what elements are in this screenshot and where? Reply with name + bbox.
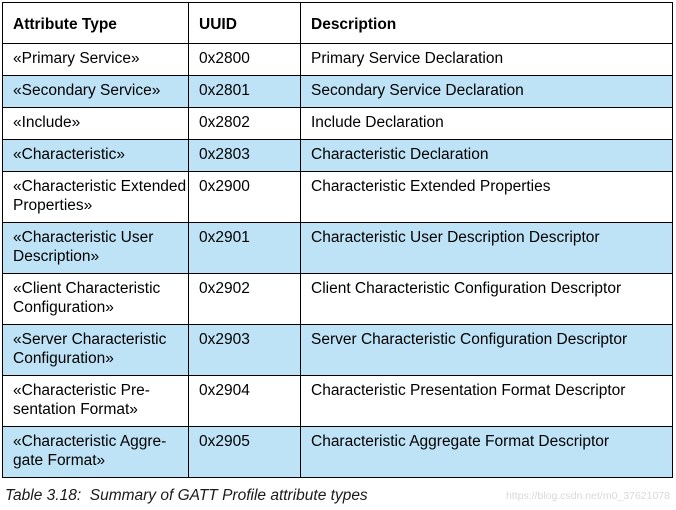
header-attribute-type: Attribute Type (2, 2, 189, 44)
cell-description: Characteristic User Description Descript… (300, 222, 673, 274)
cell-uuid: 0x2901 (188, 222, 301, 274)
cell-uuid: 0x2800 (188, 43, 301, 76)
table-row: «Characteristic Pre-sentation Format» 0x… (2, 375, 673, 427)
cell-description: Characteristic Aggregate Format Descript… (300, 426, 673, 478)
cell-attribute-type: «Characteristic User Description» (2, 222, 189, 274)
table-row: «Characteristic Aggre-gate Format» 0x290… (2, 426, 673, 478)
cell-uuid: 0x2802 (188, 107, 301, 140)
cell-attribute-type: «Client Characteristic Configuration» (2, 273, 189, 325)
cell-attribute-type: «Characteristic Aggre-gate Format» (2, 426, 189, 478)
table-row: «Primary Service» 0x2800 Primary Service… (2, 43, 673, 76)
table-row: «Client Characteristic Configuration» 0x… (2, 273, 673, 325)
cell-attribute-type: «Characteristic Pre-sentation Format» (2, 375, 189, 427)
watermark-text: https://blog.csdn.net/m0_37621078 (505, 490, 670, 502)
cell-uuid: 0x2902 (188, 273, 301, 325)
cell-description: Server Characteristic Configuration Desc… (300, 324, 673, 376)
cell-description: Include Declaration (300, 107, 673, 140)
cell-uuid: 0x2905 (188, 426, 301, 478)
cell-uuid: 0x2903 (188, 324, 301, 376)
cell-description: Client Characteristic Configuration Desc… (300, 273, 673, 325)
gatt-attribute-table-container: Attribute Type UUID Description «Primary… (2, 2, 673, 478)
cell-description: Primary Service Declaration (300, 43, 673, 76)
table-row: «Characteristic User Description» 0x2901… (2, 222, 673, 274)
cell-uuid: 0x2801 (188, 75, 301, 108)
table-row: «Secondary Service» 0x2801 Secondary Ser… (2, 75, 673, 108)
cell-description: Characteristic Presentation Format Descr… (300, 375, 673, 427)
gatt-attribute-table: Attribute Type UUID Description «Primary… (2, 2, 673, 478)
cell-uuid: 0x2900 (188, 171, 301, 223)
header-uuid: UUID (188, 2, 301, 44)
cell-attribute-type: «Server Characteristic Configuration» (2, 324, 189, 376)
cell-attribute-type: «Include» (2, 107, 189, 140)
table-header-row: Attribute Type UUID Description (2, 2, 673, 44)
cell-description: Characteristic Extended Properties (300, 171, 673, 223)
table-row: «Include» 0x2802 Include Declaration (2, 107, 673, 140)
table-row: «Characteristic Extended Properties» 0x2… (2, 171, 673, 223)
cell-description: Secondary Service Declaration (300, 75, 673, 108)
cell-attribute-type: «Characteristic Extended Properties» (2, 171, 189, 223)
cell-uuid: 0x2803 (188, 139, 301, 172)
header-description: Description (300, 2, 673, 44)
cell-description: Characteristic Declaration (300, 139, 673, 172)
cell-attribute-type: «Characteristic» (2, 139, 189, 172)
table-row: «Characteristic» 0x2803 Characteristic D… (2, 139, 673, 172)
table-caption: Table 3.18: Summary of GATT Profile attr… (5, 487, 368, 504)
cell-attribute-type: «Secondary Service» (2, 75, 189, 108)
cell-attribute-type: «Primary Service» (2, 43, 189, 76)
table-row: «Server Characteristic Configuration» 0x… (2, 324, 673, 376)
cell-uuid: 0x2904 (188, 375, 301, 427)
